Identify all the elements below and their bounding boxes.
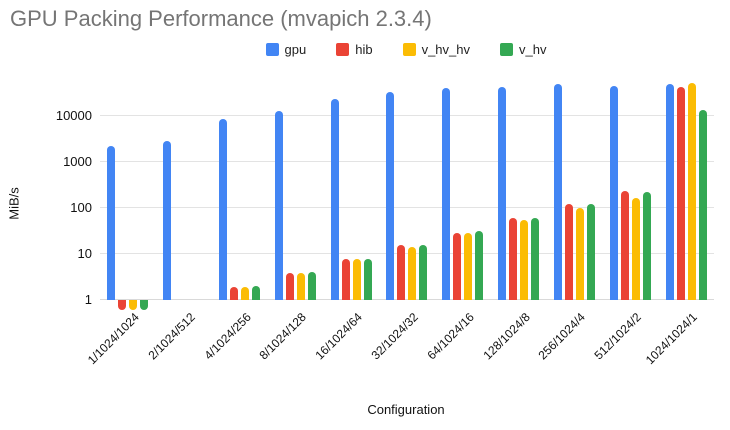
bar-group-256/1024/4 bbox=[547, 80, 603, 300]
bar-hib-16/1024/64[interactable] bbox=[341, 259, 350, 300]
bar-group-512/1024/2 bbox=[602, 80, 658, 300]
bar-hib-4/1024/256[interactable] bbox=[230, 287, 239, 300]
gridline-10 bbox=[100, 253, 714, 254]
bar-v_hv-16/1024/64[interactable] bbox=[363, 258, 372, 300]
gridline-1000 bbox=[100, 161, 714, 162]
bar-v_hv-8/1024/128[interactable] bbox=[307, 272, 316, 300]
gridline-10000 bbox=[100, 115, 714, 116]
plot-area bbox=[100, 80, 714, 311]
bar-group-2/1024/512 bbox=[156, 80, 212, 300]
legend-swatch-v_hv_hv bbox=[402, 43, 416, 56]
gridline-100 bbox=[100, 207, 714, 208]
bar-gpu-1/1024/1024[interactable] bbox=[107, 145, 116, 300]
bar-v_hv_hv-256/1024/4[interactable] bbox=[575, 208, 584, 300]
bar-gpu-8/1024/128[interactable] bbox=[274, 111, 283, 300]
bar-v_hv_hv-1/1024/1024[interactable] bbox=[129, 300, 138, 311]
bar-v_hv-1024/1024/1[interactable] bbox=[698, 110, 707, 300]
x-axis-title: Configuration bbox=[367, 402, 445, 417]
bar-v_hv-32/1024/32[interactable] bbox=[419, 245, 428, 300]
y-tick-label-10000: 10000 bbox=[55, 108, 92, 123]
legend: gpu hib v_hv_hv v_hv bbox=[100, 42, 712, 57]
bar-v_hv_hv-64/1024/16[interactable] bbox=[464, 232, 473, 300]
bar-gpu-2/1024/512[interactable] bbox=[163, 141, 172, 300]
bar-v_hv_hv-512/1024/2[interactable] bbox=[631, 198, 640, 300]
bar-group-128/1024/8 bbox=[491, 80, 547, 300]
bar-gpu-4/1024/256[interactable] bbox=[219, 119, 228, 300]
bar-hib-8/1024/128[interactable] bbox=[285, 272, 294, 300]
bar-group-64/1024/16 bbox=[435, 80, 491, 300]
legend-swatch-gpu bbox=[265, 43, 279, 56]
bar-v_hv_hv-16/1024/64[interactable] bbox=[352, 259, 361, 300]
y-tick-label-1000: 1000 bbox=[63, 154, 92, 169]
y-tick-label-10: 10 bbox=[77, 246, 92, 261]
bar-v_hv-512/1024/2[interactable] bbox=[642, 192, 651, 300]
legend-label: v_hv bbox=[519, 42, 547, 57]
bar-gpu-1024/1024/1[interactable] bbox=[665, 83, 674, 300]
bar-group-4/1024/256 bbox=[212, 80, 268, 300]
bar-group-16/1024/64 bbox=[323, 80, 379, 300]
bar-v_hv_hv-1024/1024/1[interactable] bbox=[687, 83, 696, 300]
bar-gpu-64/1024/16[interactable] bbox=[442, 87, 451, 300]
bar-group-32/1024/32 bbox=[379, 80, 435, 300]
bar-group-1/1024/1024 bbox=[100, 80, 156, 311]
bar-v_hv_hv-32/1024/32[interactable] bbox=[408, 246, 417, 300]
bar-v_hv-128/1024/8[interactable] bbox=[531, 217, 540, 300]
y-tick-label-1: 1 bbox=[84, 292, 92, 307]
bar-v_hv-1/1024/1024[interactable] bbox=[140, 300, 149, 311]
legend-item-hib: hib bbox=[336, 42, 373, 57]
bar-hib-1024/1024/1[interactable] bbox=[676, 87, 685, 300]
legend-label: v_hv_hv bbox=[421, 42, 470, 57]
bar-gpu-512/1024/2[interactable] bbox=[609, 85, 618, 300]
bar-v_hv-256/1024/4[interactable] bbox=[586, 203, 595, 300]
bar-gpu-128/1024/8[interactable] bbox=[498, 87, 507, 300]
bar-hib-256/1024/4[interactable] bbox=[564, 204, 573, 300]
bar-group-1024/1024/1 bbox=[658, 80, 714, 300]
bar-v_hv-4/1024/256[interactable] bbox=[252, 286, 261, 300]
bar-hib-32/1024/32[interactable] bbox=[397, 245, 406, 300]
chart-title: GPU Packing Performance (mvapich 2.3.4) bbox=[10, 6, 432, 31]
x-axis-tick-labels: 1/1024/1024 2/1024/512 4/1024/256 8/1024/12… bbox=[85, 306, 714, 396]
bar-hib-1/1024/1024[interactable] bbox=[118, 300, 127, 311]
bar-gpu-32/1024/32[interactable] bbox=[386, 92, 395, 300]
bar-gpu-256/1024/4[interactable] bbox=[553, 84, 562, 300]
bar-v_hv_hv-8/1024/128[interactable] bbox=[296, 272, 305, 300]
legend-label: gpu bbox=[284, 42, 307, 57]
legend-item-v_hv_hv: v_hv_hv bbox=[402, 42, 470, 57]
legend-item-v_hv: v_hv bbox=[500, 42, 546, 57]
bar-v_hv_hv-4/1024/256[interactable] bbox=[241, 287, 250, 300]
bar-v_hv_hv-128/1024/8[interactable] bbox=[520, 219, 529, 300]
bar-gpu-16/1024/64[interactable] bbox=[330, 99, 339, 300]
gridline-1 bbox=[100, 299, 714, 300]
legend-item-gpu: gpu bbox=[265, 42, 307, 57]
bar-group-8/1024/128 bbox=[267, 80, 323, 300]
legend-swatch-hib bbox=[336, 43, 350, 56]
legend-swatch-v_hv bbox=[500, 43, 513, 56]
y-tick-label-100: 100 bbox=[70, 200, 92, 215]
legend-label: hib bbox=[355, 42, 373, 57]
bar-v_hv-64/1024/16[interactable] bbox=[475, 231, 484, 300]
bar-hib-128/1024/8[interactable] bbox=[509, 218, 518, 300]
bar-hib-64/1024/16[interactable] bbox=[453, 232, 462, 300]
bar-hib-512/1024/2[interactable] bbox=[620, 191, 629, 300]
